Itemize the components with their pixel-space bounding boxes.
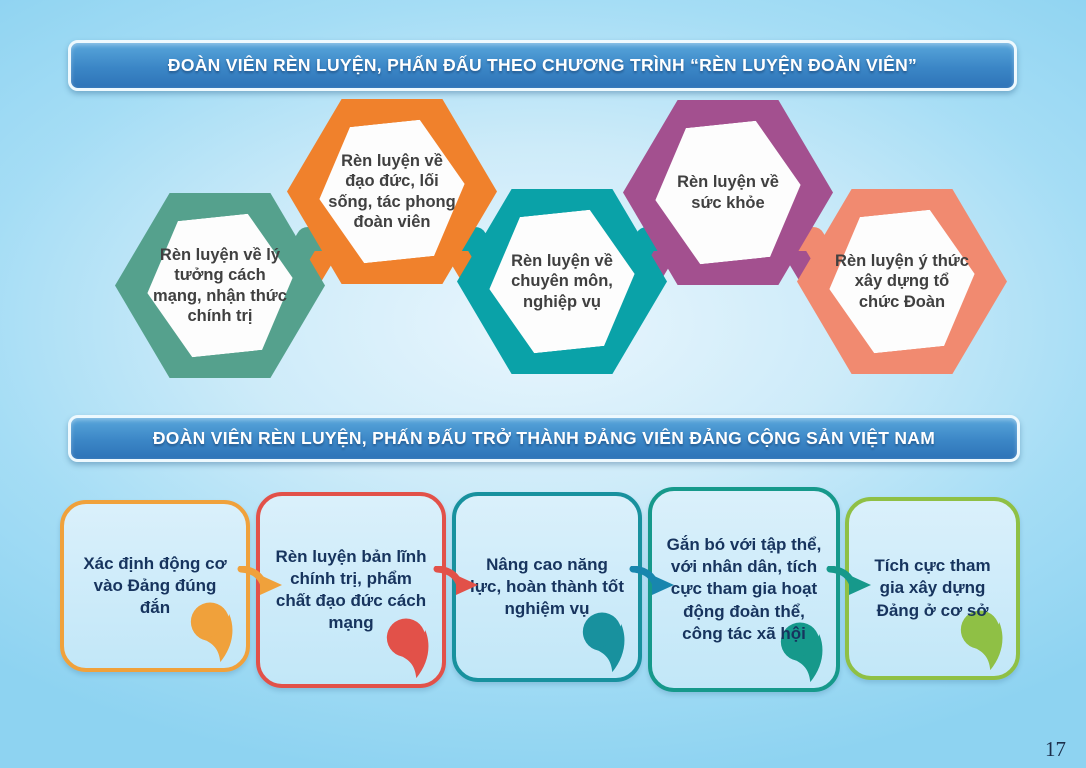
step-arrow-4-icon [826,566,871,595]
hexagon-y-thuc-to-chuc-doan: Rèn luyện ý thức xây dựng tổ chức Đoàn [797,189,1007,374]
hexagon-label: Rèn luyện về sức khỏe [677,173,779,212]
comma-ornament-icon [582,612,625,673]
banner-ren-luyen-doan-vien: ĐOÀN VIÊN RÈN LUYỆN, PHẤN ĐẤU THEO CHƯƠN… [68,40,1017,91]
hexagon-label-wrap: Rèn luyện về sức khỏe [623,100,833,285]
step-nang-cao-nang-luc: Nâng cao năng lực, hoàn thành tốt nghiệm… [452,492,642,682]
comma-ornament-icon [960,610,1003,671]
step-text: Gắn bó với tập thể, với nhân dân, tích c… [666,535,822,643]
hexagon-label-wrap: Rèn luyện về đạo đức, lối sống, tác phon… [287,99,497,284]
hexagon-label: Rèn luyện về chuyên môn, nghiệp vụ [511,252,613,311]
comma-ornament-icon [190,602,233,663]
hexagon-chuyen-mon: Rèn luyện về chuyên môn, nghiệp vụ [457,189,667,374]
page-number: 17 [1045,737,1066,761]
hexagon-label-wrap: Rèn luyện ý thức xây dựng tổ chức Đoàn [797,189,1007,374]
banner-dang-vien: ĐOÀN VIÊN RÈN LUYỆN, PHẤN ĐẤU TRỞ THÀNH … [68,415,1020,462]
step-ban-linh-chinh-tri: Rèn luyện bản lĩnh chính trị, phẩm chất … [256,492,446,688]
step-arrow-1-icon [237,566,282,595]
hexagon-label-wrap: Rèn luyện về chuyên môn, nghiệp vụ [457,189,667,374]
banner-top-text: ĐOÀN VIÊN RÈN LUYỆN, PHẤN ĐẤU THEO CHƯƠN… [167,55,918,75]
step-arrow-3-icon [629,566,674,595]
hexagon-label-wrap: Rèn luyện về lý tưởng cách mạng, nhận th… [115,193,325,378]
step-dong-co-vao-dang: Xác định động cơ vào Đảng đúng đắn [60,500,250,672]
hexagon-ly-tuong-chinh-tri: Rèn luyện về lý tưởng cách mạng, nhận th… [115,193,325,378]
step-text: Rèn luyện bản lĩnh chính trị, phẩm chất … [275,546,427,633]
hexagon-suc-khoe: Rèn luyện về sức khỏe [623,100,833,285]
hexagon-label: Rèn luyện về lý tưởng cách mạng, nhận th… [153,246,287,325]
step-xay-dung-dang: Tích cực tham gia xây dựng Đảng ở cơ sở [845,497,1020,680]
step-text: Xác định động cơ vào Đảng đúng đắn [83,553,227,618]
comma-ornament-icon [386,618,429,679]
step-text: Tích cực tham gia xây dựng Đảng ở cơ sở [874,556,991,620]
comma-ornament-icon [780,622,823,683]
step-gan-bo-tap-the: Gắn bó với tập thể, với nhân dân, tích c… [648,487,840,692]
step-text: Nâng cao năng lực, hoàn thành tốt nghiệm… [470,554,624,619]
hexagon-label: Rèn luyện về đạo đức, lối sống, tác phon… [328,152,456,231]
hexagon-label: Rèn luyện ý thức xây dựng tổ chức Đoàn [835,252,969,311]
hexagon-dao-duc-loi-song: Rèn luyện về đạo đức, lối sống, tác phon… [287,99,497,284]
banner-bottom-text: ĐOÀN VIÊN RÈN LUYỆN, PHẤN ĐẤU TRỞ THÀNH … [152,428,936,448]
step-arrow-2-icon [433,566,478,595]
